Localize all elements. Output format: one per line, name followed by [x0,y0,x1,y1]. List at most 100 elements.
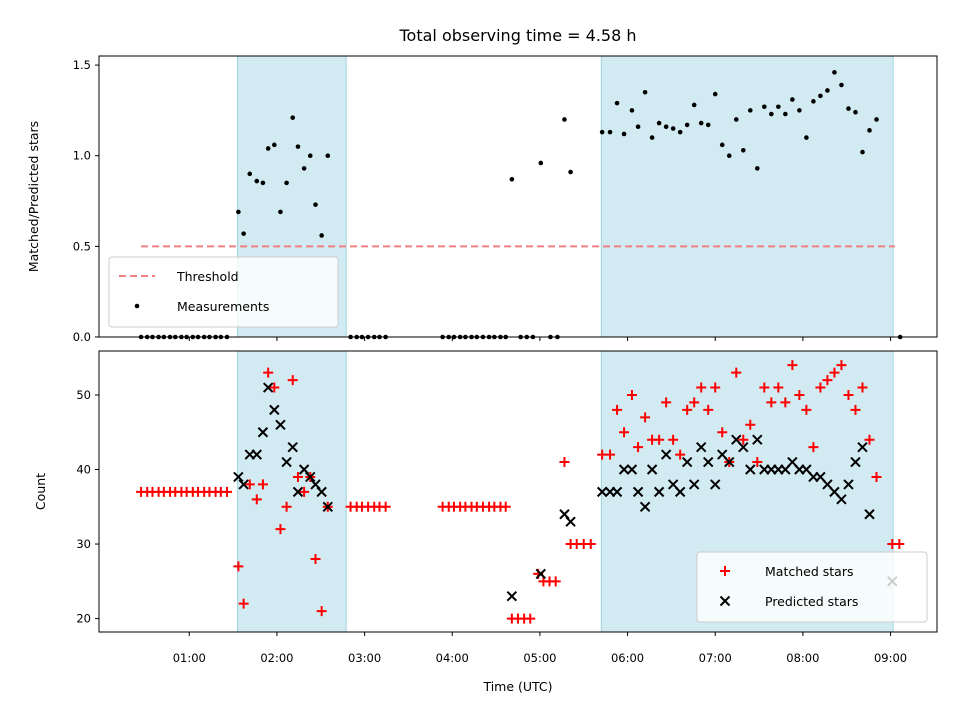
measurements-point [853,109,858,115]
y-tick-label: 30 [76,537,91,551]
matched-stars-point [251,494,262,505]
matched-stars-point [773,382,784,393]
matched-stars-point [244,479,255,490]
predicted-stars-point [710,479,721,490]
matched-stars-point [640,412,651,423]
predicted-stars-point [688,479,700,490]
measurements-point [740,147,746,153]
matched-stars-point [633,442,644,453]
measurements-point [236,209,241,215]
measurements-point [705,122,711,128]
matched-stars-point [822,375,833,386]
measurements-point [635,124,641,130]
matched-stars-point [815,382,826,393]
matched-stars-point [759,382,770,393]
predicted-stars-point [660,449,672,460]
x-tick-label: 09:00 [874,651,907,665]
measurements-point [698,120,704,126]
measurements-point [832,70,837,75]
legend-matched-stars-label: Matched stars [765,564,853,579]
count-panel-y-ticks: 20 30 40 50 [76,388,99,626]
count-panel-legend: Matched stars Predicted stars [696,551,928,623]
measurements-point [254,178,260,184]
matched-stars-point [612,404,623,415]
matched-stars-point [787,360,798,371]
matched-stars-point [829,367,840,378]
matched-stars-point [696,382,707,393]
measurements-point [272,142,277,148]
measurements-point [726,153,732,159]
matched-stars-point [654,434,665,445]
count-panel: 01:00 02:00 03:00 04:00 05:00 06:00 07:00 08:00… [33,350,938,665]
matched-stars-point [550,576,561,587]
predicted-stars-point [565,516,576,527]
matched-stars-point [269,382,280,393]
measurements-point [874,117,879,122]
measurements-point [301,166,307,171]
ratio-panel-y-axis-label: Matched/Predicted stars [26,121,41,272]
measurements-point [797,108,802,113]
measurements-point [509,176,515,182]
count-legend-box [696,551,928,623]
matched-stars-point [857,382,868,393]
predicted-stars-point [238,479,249,490]
matched-stars-point [745,419,756,430]
measurements-point [747,108,753,113]
matched-stars-point [710,382,721,393]
matched-stars-point [281,501,292,512]
ratio-panel-y-ticks: 0.0 0.5 1.0 1.5 [73,58,99,344]
chart-title: Total observing time = 4.58 h [398,26,636,45]
measurements-point [325,153,331,159]
predicted-stars-point [836,494,847,505]
measurements-point [241,231,246,236]
measurements-point [691,102,697,108]
legend-measurements-label: Measurements [177,299,269,314]
predicted-stars-point [275,419,286,430]
matched-stars-point [626,389,637,400]
measurements-point [762,104,767,110]
x-tick-label: 08:00 [786,651,819,665]
predicted-stars-point [305,471,316,483]
legend-matched-stars-swatch [720,566,730,576]
measurements-point [684,122,690,128]
measurements-point [313,202,318,207]
count-panel-y-axis-label: Count [33,473,48,510]
matched-stars-point [843,389,854,400]
predicted-stars-point [316,486,327,498]
predicted-stars-point [257,427,269,438]
measurements-point [733,117,739,122]
measurements-point [811,99,816,104]
matched-stars-point [808,442,819,453]
measurements-point [804,135,809,140]
matched-stars-point [287,375,298,386]
predicted-stars-point [611,486,623,498]
measurements-point [719,142,725,148]
matched-stars-point [275,524,286,535]
predicted-stars-point [850,456,861,468]
legend-predicted-stars-swatch [719,595,731,607]
measurements-point [825,88,830,93]
y-tick-label: 40 [76,463,91,477]
matched-stars-point [871,471,882,482]
matched-stars-point [257,479,268,490]
measurements-point [284,180,289,186]
x-tick-label: 01:00 [173,651,206,665]
matched-stars-point [731,367,742,378]
x-tick-label: 03:00 [348,651,381,665]
matched-stars-point [585,539,596,550]
measurements-point [670,126,676,131]
ratio-panel-shading [237,55,894,338]
measurements-point [839,82,844,88]
y-tick-label: 20 [76,612,91,626]
predicted-stars-point [251,449,262,460]
measurements-point [860,149,865,155]
matched-stars-point [221,486,232,497]
matched-stars-point [682,404,693,415]
predicted-stars-point [269,404,280,416]
measurements-point [783,111,788,117]
legend-threshold-label: Threshold [176,269,239,284]
measurements-point [846,106,851,111]
matched-stars-point [233,561,244,572]
predicted-stars-point [738,441,749,453]
matched-stars-point [605,449,616,460]
